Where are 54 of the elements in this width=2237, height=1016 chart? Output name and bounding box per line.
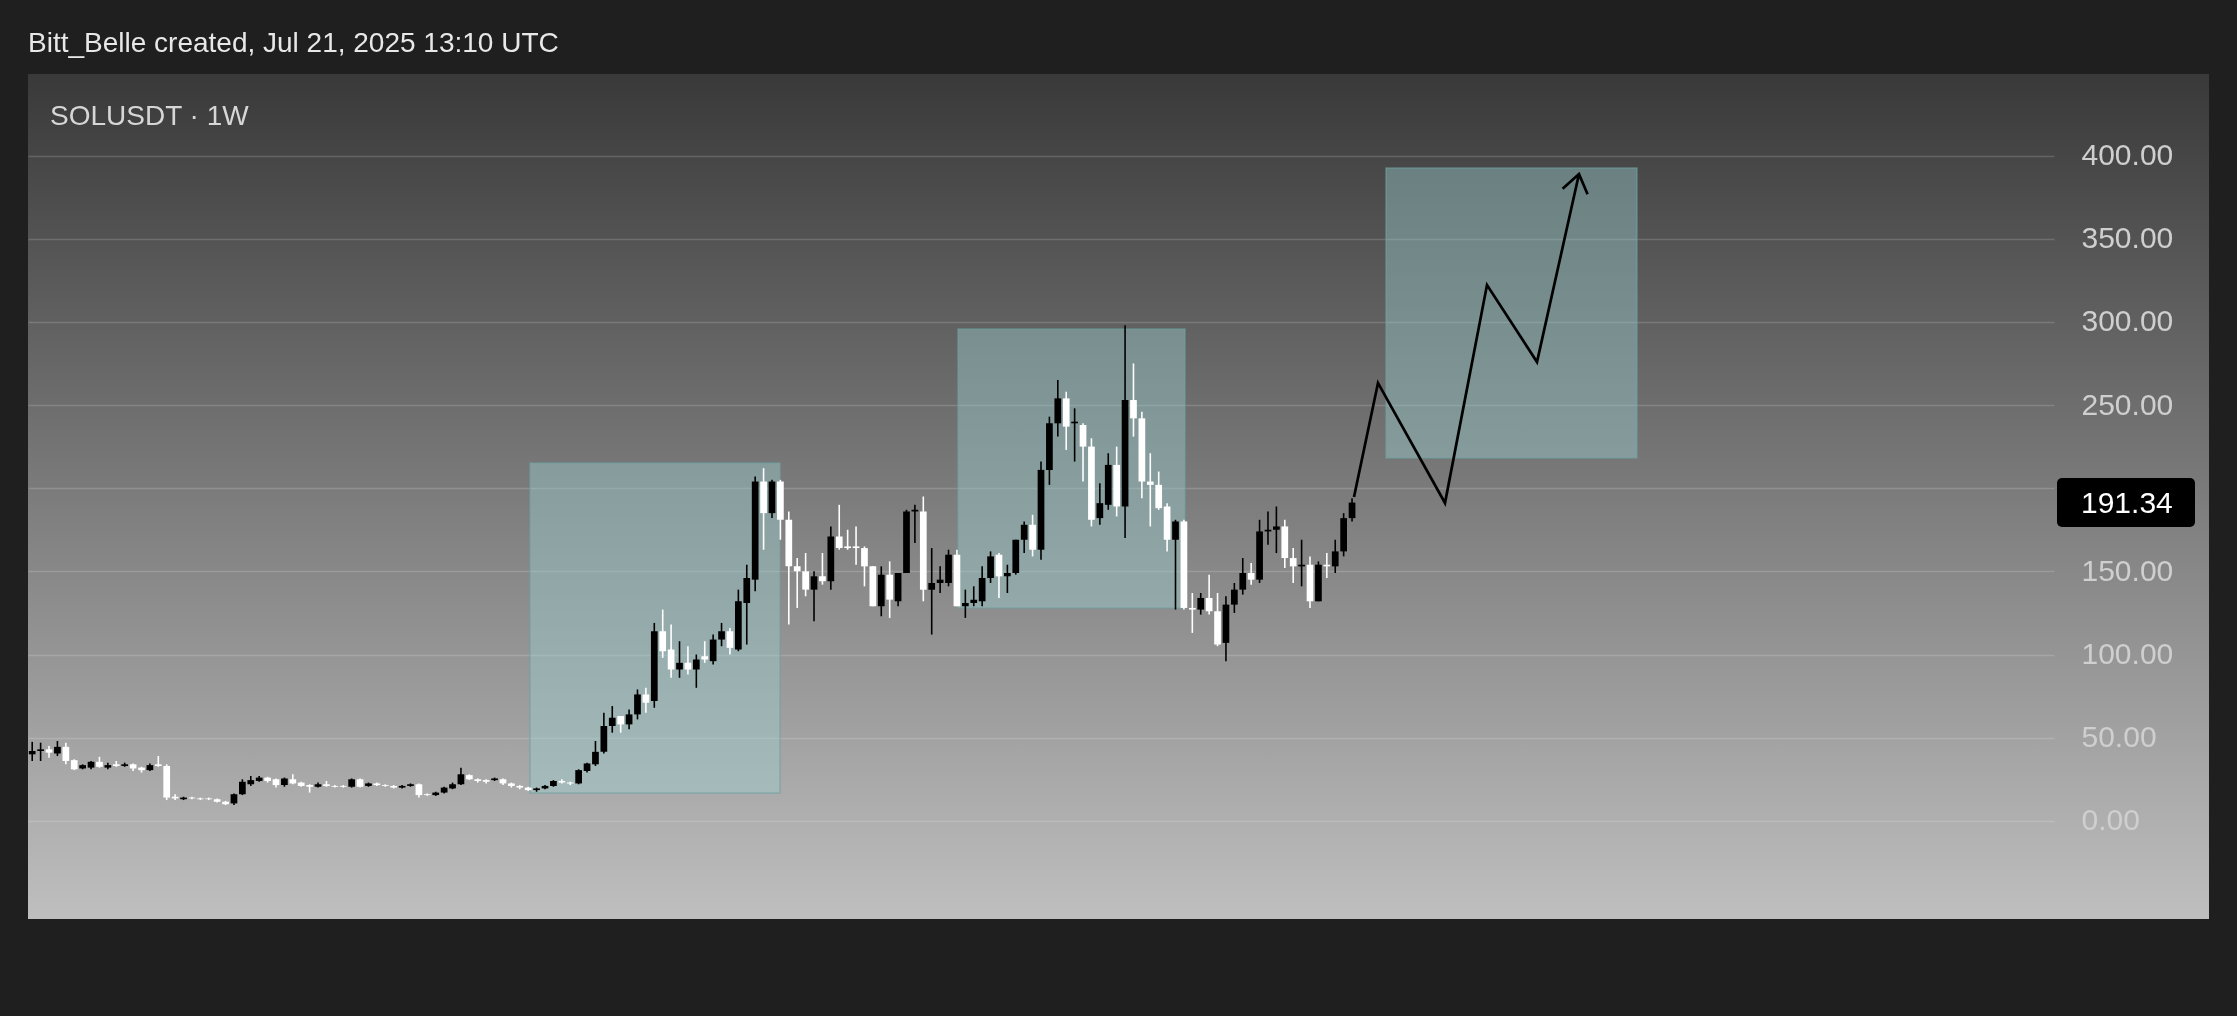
candlestick	[1188, 592, 1196, 634]
candlestick	[978, 565, 986, 608]
candlestick	[1331, 538, 1339, 574]
candlestick	[1239, 557, 1247, 596]
candlestick	[793, 557, 801, 609]
text: SOLUSDT · 1W	[50, 100, 250, 131]
candlestick	[1096, 482, 1104, 526]
candlestick	[1289, 547, 1297, 584]
candlestick	[1172, 518, 1179, 611]
candlestick	[1197, 592, 1205, 616]
candlestick	[861, 545, 868, 588]
candlestick	[1130, 362, 1137, 438]
candlestick	[987, 550, 994, 584]
candlestick	[726, 627, 734, 656]
candlestick	[1247, 562, 1255, 586]
y-tick-label: 250.00	[2081, 387, 2174, 421]
candlestick	[692, 653, 700, 689]
candlestick	[709, 633, 717, 666]
text: 191.34	[2081, 486, 2173, 520]
candlestick	[642, 686, 650, 714]
candlestick	[1230, 582, 1238, 614]
candlestick	[331, 784, 339, 789]
candlestick	[1155, 470, 1163, 511]
candlestick	[634, 688, 641, 721]
text: Bitt_Belle created, Jul 21, 2025 13:10 UTC	[28, 26, 559, 60]
candlestick	[819, 552, 826, 586]
candlestick	[961, 588, 969, 619]
y-tick-label: 350.00	[2081, 221, 2174, 255]
y-tick-label: 300.00	[2081, 304, 2174, 338]
candlestick	[592, 740, 599, 767]
candlestick	[37, 741, 44, 762]
candlestick	[802, 552, 809, 598]
candlestick	[718, 622, 725, 647]
candlestick	[701, 640, 709, 664]
candlestick	[381, 783, 389, 788]
candlestick	[1273, 505, 1280, 554]
candlestick	[659, 608, 667, 659]
candlestick	[852, 525, 860, 566]
y-tick-label: 150.00	[2081, 553, 2174, 587]
candlestick	[1020, 520, 1028, 554]
candlestick	[62, 741, 70, 766]
y-tick-label: 100.00	[2081, 637, 2174, 671]
candlestick	[676, 640, 683, 679]
candlestick	[625, 708, 633, 731]
candlestick	[28, 741, 36, 762]
candlestick	[608, 705, 616, 734]
candlestick	[1146, 452, 1154, 528]
candlestick	[928, 547, 936, 636]
candlestick	[1004, 563, 1011, 594]
candlestick	[810, 570, 818, 623]
candlestick	[970, 585, 978, 608]
candlestick	[339, 784, 347, 789]
y-tick-label: 400.00	[2081, 138, 2174, 172]
candlestick	[1079, 422, 1087, 483]
